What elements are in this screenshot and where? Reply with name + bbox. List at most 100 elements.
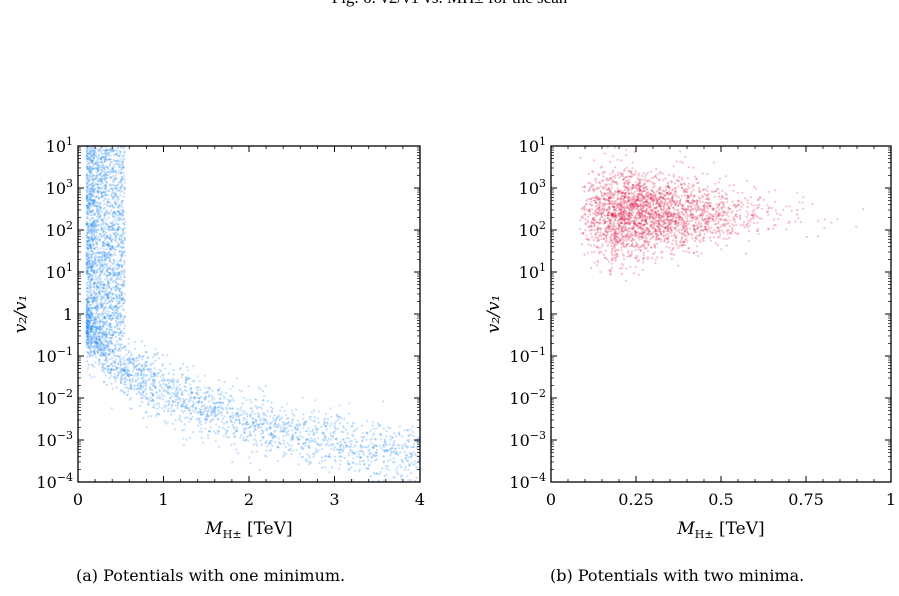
data-point — [130, 387, 134, 390]
data-point — [88, 344, 91, 347]
data-point — [147, 415, 150, 418]
data-point — [142, 372, 145, 375]
data-point — [113, 218, 116, 221]
data-point — [399, 451, 402, 454]
y-tick-label: 10−4 — [36, 471, 73, 492]
data-point — [102, 365, 105, 369]
data-point — [106, 213, 109, 216]
data-point — [89, 292, 92, 296]
data-point — [348, 440, 351, 443]
data-point — [103, 266, 106, 269]
data-point — [264, 454, 267, 457]
data-point — [86, 163, 89, 166]
data-point — [100, 335, 103, 338]
data-point — [156, 407, 159, 410]
data-point — [392, 441, 395, 445]
data-point — [117, 210, 121, 213]
data-point — [114, 289, 117, 292]
data-point — [181, 390, 184, 393]
data-point — [88, 179, 91, 182]
data-point — [392, 457, 395, 460]
data-point — [102, 167, 106, 170]
data-point — [121, 157, 124, 160]
data-point — [102, 315, 105, 318]
data-point — [149, 364, 152, 367]
data-point — [122, 359, 125, 362]
data-point — [86, 191, 89, 194]
data-point — [120, 252, 124, 255]
data-point — [87, 260, 90, 263]
data-point — [205, 409, 208, 413]
data-point — [198, 408, 201, 411]
data-point — [355, 455, 359, 458]
data-point — [124, 378, 127, 382]
data-point — [249, 462, 252, 465]
data-point — [92, 252, 96, 255]
data-point — [127, 390, 130, 393]
data-point — [186, 366, 189, 369]
data-point — [112, 305, 115, 308]
data-point — [103, 160, 106, 163]
data-point — [371, 424, 374, 427]
data-point — [97, 228, 100, 231]
data-point — [101, 164, 104, 167]
data-point — [154, 359, 157, 362]
data-point — [385, 444, 388, 447]
data-point — [160, 379, 163, 382]
data-point — [100, 295, 103, 298]
data-point — [279, 409, 282, 412]
data-point — [103, 238, 106, 241]
data-point — [314, 427, 318, 430]
data-point — [123, 237, 126, 240]
data-point — [283, 454, 286, 457]
data-point — [185, 402, 188, 406]
data-point — [92, 232, 95, 235]
data-point — [112, 292, 115, 295]
data-point — [97, 303, 100, 306]
data-point — [123, 250, 126, 253]
data-point — [123, 279, 126, 282]
data-point — [139, 393, 142, 396]
data-point — [107, 189, 110, 192]
data-point — [86, 195, 89, 199]
data-point — [242, 396, 245, 399]
data-point — [96, 190, 99, 194]
data-point — [116, 242, 119, 245]
data-point — [136, 378, 139, 381]
data-point — [101, 255, 104, 258]
data-point — [120, 298, 123, 302]
data-point — [105, 176, 108, 180]
data-point — [321, 438, 324, 441]
data-point — [96, 183, 99, 186]
data-point — [114, 149, 117, 152]
data-point — [112, 269, 116, 272]
data-point — [135, 392, 138, 396]
data-point — [85, 287, 88, 290]
data-point — [110, 244, 113, 248]
data-point — [392, 476, 395, 479]
data-point — [89, 203, 93, 206]
data-point — [118, 337, 121, 340]
data-point — [337, 418, 340, 421]
data-point — [185, 438, 188, 441]
data-point — [164, 422, 167, 425]
data-point — [115, 195, 119, 199]
data-point — [108, 307, 111, 310]
data-point — [107, 298, 110, 301]
data-point — [262, 435, 265, 439]
data-point — [161, 373, 164, 376]
data-point — [109, 371, 112, 374]
data-point — [264, 384, 267, 387]
data-point — [85, 266, 88, 269]
data-point — [94, 258, 97, 261]
data-point — [115, 386, 118, 389]
data-point — [202, 441, 205, 444]
data-point — [581, 186, 584, 189]
data-point — [93, 299, 96, 302]
data-point — [712, 236, 716, 239]
data-point — [92, 283, 95, 286]
data-point — [274, 419, 277, 422]
data-point — [120, 254, 123, 257]
data-point — [252, 443, 255, 446]
data-point — [142, 385, 145, 388]
